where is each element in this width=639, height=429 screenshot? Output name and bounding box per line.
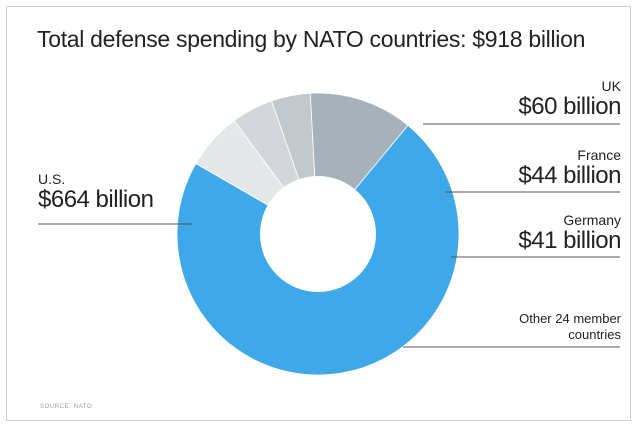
- label-us: U.S. $664 billion: [38, 171, 154, 213]
- source-note: SOURCE: NATO: [40, 404, 93, 410]
- leader-lines: [38, 123, 620, 348]
- label-france-name: France: [577, 147, 621, 163]
- label-france-value: $44 billion: [518, 162, 621, 189]
- label-germany-value: $41 billion: [518, 227, 621, 254]
- label-france: France $44 billion: [518, 147, 621, 189]
- chart-title: Total defense spending by NATO countries…: [37, 26, 586, 52]
- label-uk: UK $60 billion: [518, 78, 621, 120]
- label-us-value: $664 billion: [38, 186, 154, 213]
- label-germany: Germany $41 billion: [518, 212, 621, 254]
- label-other: Other 24 member countries: [481, 311, 621, 343]
- label-germany-name: Germany: [563, 212, 621, 228]
- label-uk-value: $60 billion: [518, 93, 621, 120]
- label-other-name: Other 24 member countries: [519, 311, 621, 342]
- label-uk-name: UK: [601, 78, 621, 94]
- label-us-name: U.S.: [38, 171, 66, 187]
- donut-hole: [260, 176, 376, 292]
